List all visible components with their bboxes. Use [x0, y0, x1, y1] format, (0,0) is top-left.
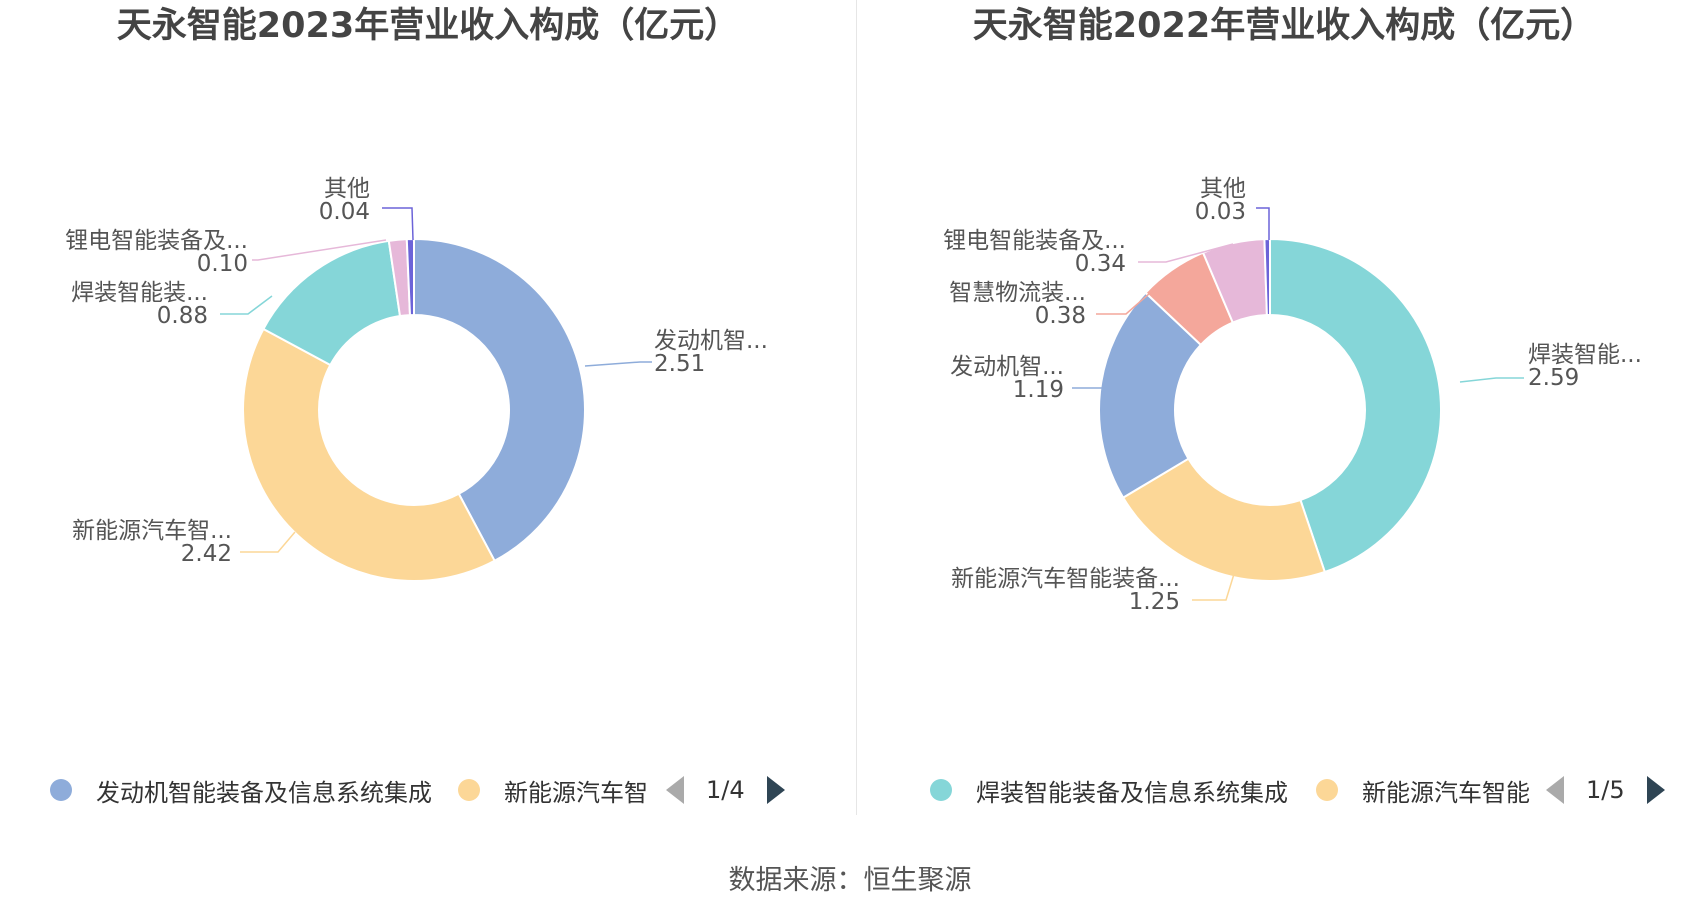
next-page-icon[interactable] [1646, 776, 1665, 804]
slice-label: 发动机智... [654, 328, 768, 354]
label-leader-line [252, 239, 387, 261]
next-page-icon[interactable] [766, 776, 785, 804]
slice-label: 焊装智能装... [71, 280, 208, 306]
legend-label: 发动机智能装备及信息系统集成 [96, 778, 432, 807]
chart-title: 天永智能2022年营业收入构成（亿元） [972, 6, 1596, 46]
slice-value-label: 1.19 [1013, 377, 1064, 403]
label-leader-line [220, 295, 273, 315]
legend-item[interactable]: 发动机智能装备及信息系统集成 [50, 768, 432, 812]
label-leader-line [1256, 207, 1270, 240]
slice-label: 焊装智能... [1528, 342, 1642, 368]
slice-value-label: 0.38 [1035, 303, 1086, 329]
legend-item[interactable]: 焊装智能装备及信息系统集成 [930, 768, 1288, 812]
donut-slice[interactable] [1121, 457, 1327, 582]
legend: 发动机智能装备及信息系统集成 新能源汽车智 1/4 [0, 768, 856, 812]
legend: 焊装智能装备及信息系统集成 新能源汽车智能 1/5 [856, 768, 1700, 812]
slice-value-label: 0.04 [319, 199, 370, 225]
panel-divider [856, 0, 857, 815]
donut-slice[interactable] [242, 327, 496, 582]
slice-value-label: 0.03 [1195, 199, 1246, 225]
slice-value-label: 1.25 [1129, 589, 1180, 615]
label-leader-line [1096, 271, 1175, 315]
slice-label: 新能源汽车智... [72, 518, 232, 544]
legend-label: 新能源汽车智 [504, 778, 648, 807]
donut-slice[interactable] [413, 237, 586, 563]
slice-label: 发动机智... [950, 354, 1064, 380]
data-source-note: 数据来源：恒生聚源 [728, 865, 972, 896]
label-leader-line [382, 207, 414, 241]
slice-label: 锂电智能装备及... [943, 228, 1126, 254]
donut-slice[interactable] [405, 237, 415, 317]
legend-swatch [930, 779, 952, 801]
slice-label: 锂电智能装备及... [65, 228, 248, 254]
label-leader-line [584, 361, 652, 367]
slice-label: 新能源汽车智能装备... [951, 566, 1180, 592]
slice-label: 智慧物流装... [949, 280, 1086, 306]
label-leader-line [1459, 377, 1524, 383]
legend-page-indicator: 1/5 [1586, 776, 1625, 804]
donut-chart-2022: 焊装智能...2.59 新能源汽车智能装备...1.25 发动机智...1.19 智慧… [943, 176, 1642, 615]
prev-page-icon[interactable] [1546, 776, 1564, 804]
slice-label: 其他 [1200, 176, 1246, 202]
label-leader-line [240, 531, 296, 553]
label-leader-line [1072, 387, 1123, 391]
donut-slice[interactable] [1098, 291, 1203, 500]
slice-value-label: 0.34 [1075, 251, 1126, 277]
legend-pager: 1/5 [1546, 768, 1665, 812]
legend-swatch [458, 779, 480, 801]
chart-panel-2023: 天永智能2023年营业收入构成（亿元） 发动机智... 2.51 新能源汽车智...… [0, 0, 856, 820]
slice-value-label: 2.42 [181, 541, 232, 567]
legend-label: 新能源汽车智能 [1362, 778, 1530, 807]
legend-pager: 1/4 [666, 768, 785, 812]
slice-value-label: 2.51 [654, 351, 705, 377]
legend-swatch [50, 779, 72, 801]
slice-value-label: 2.59 [1528, 365, 1579, 391]
label-leader-line [1192, 573, 1235, 601]
slice-label: 其他 [324, 176, 370, 202]
slice-value-label: 0.10 [197, 251, 248, 277]
legend-page-indicator: 1/4 [706, 776, 745, 804]
slice-value-label: 0.88 [157, 303, 208, 329]
legend-item[interactable]: 新能源汽车智 [458, 768, 648, 812]
prev-page-icon[interactable] [666, 776, 684, 804]
chart-panel-2022: 天永智能2022年营业收入构成（亿元） 焊装智能... 2.59 新能源汽车智能装备… [856, 0, 1700, 820]
legend-label: 焊装智能装备及信息系统集成 [976, 778, 1288, 807]
donut-slice[interactable] [1269, 237, 1442, 574]
legend-item[interactable]: 新能源汽车智能 [1316, 768, 1530, 812]
legend-swatch [1316, 779, 1338, 801]
label-leader-line [1138, 243, 1234, 263]
donut-chart-2023: 发动机智...2.51 新能源汽车智...2.42 焊装智能装...0.88 锂电智能… [65, 176, 768, 582]
donut-slice[interactable] [1263, 237, 1271, 317]
chart-title: 天永智能2023年营业收入构成（亿元） [116, 6, 740, 46]
